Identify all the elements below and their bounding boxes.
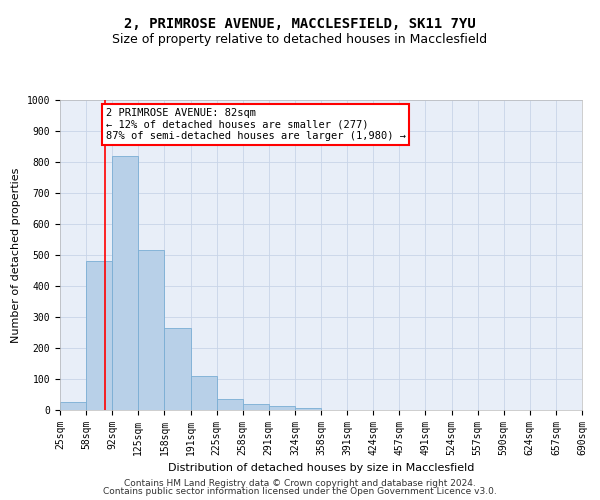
Text: 2, PRIMROSE AVENUE, MACCLESFIELD, SK11 7YU: 2, PRIMROSE AVENUE, MACCLESFIELD, SK11 7… bbox=[124, 18, 476, 32]
Bar bbox=[295, 408, 321, 410]
Text: Size of property relative to detached houses in Macclesfield: Size of property relative to detached ho… bbox=[112, 32, 488, 46]
Bar bbox=[60, 402, 86, 410]
Text: Contains HM Land Registry data © Crown copyright and database right 2024.: Contains HM Land Registry data © Crown c… bbox=[124, 478, 476, 488]
Bar bbox=[242, 404, 269, 410]
Bar bbox=[86, 261, 112, 410]
Text: Contains public sector information licensed under the Open Government Licence v3: Contains public sector information licen… bbox=[103, 487, 497, 496]
Bar bbox=[217, 398, 243, 410]
Bar bbox=[269, 406, 295, 410]
X-axis label: Distribution of detached houses by size in Macclesfield: Distribution of detached houses by size … bbox=[168, 464, 474, 473]
Bar bbox=[164, 328, 191, 410]
Bar bbox=[139, 250, 164, 410]
Text: 2 PRIMROSE AVENUE: 82sqm
← 12% of detached houses are smaller (277)
87% of semi-: 2 PRIMROSE AVENUE: 82sqm ← 12% of detach… bbox=[106, 108, 406, 141]
Y-axis label: Number of detached properties: Number of detached properties bbox=[11, 168, 21, 342]
Bar bbox=[112, 156, 139, 410]
Bar bbox=[191, 376, 217, 410]
